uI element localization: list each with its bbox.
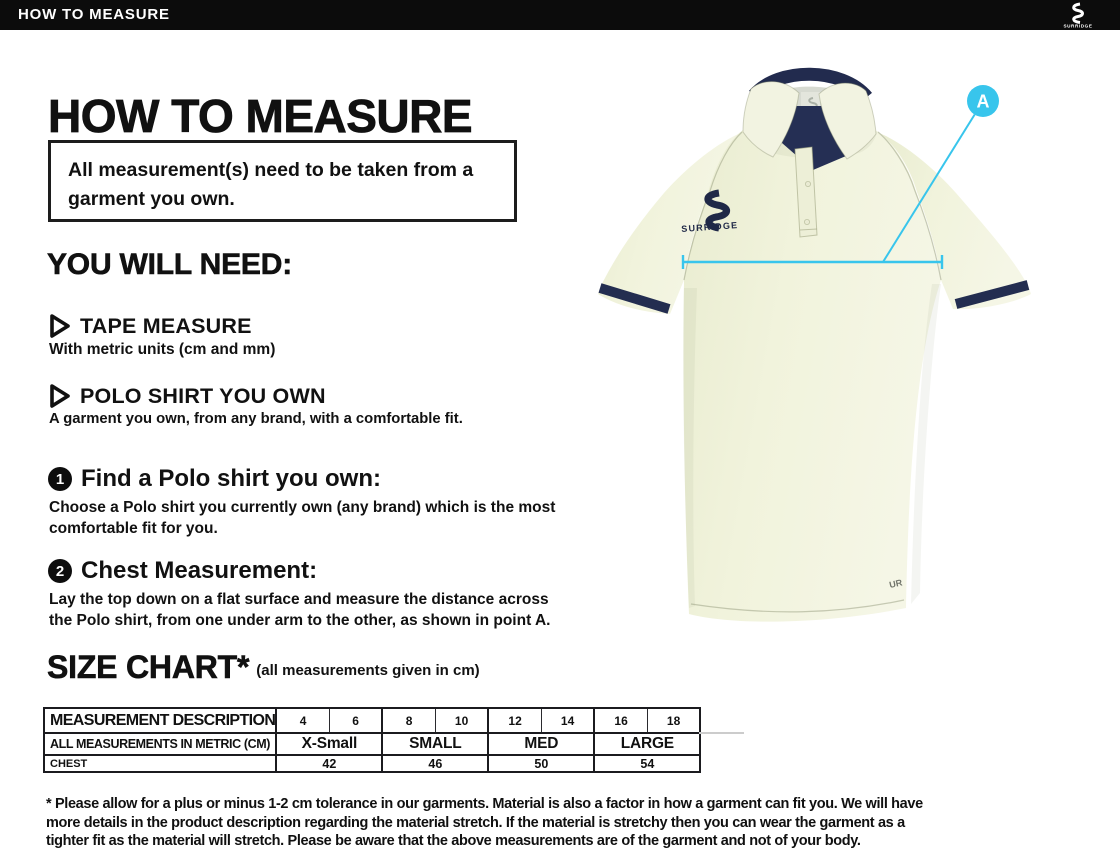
step-2-number-badge: 2 (48, 559, 72, 583)
triangle-bullet-icon (50, 384, 70, 408)
logo-wordmark: SURRIDGE (681, 220, 739, 234)
right-cuff-trim (954, 280, 1030, 309)
chest-value-cell: 54 (593, 754, 701, 773)
size-cell: 14 (540, 707, 595, 734)
size-group-cell: MED (487, 732, 595, 756)
chest-value-cell: 50 (487, 754, 595, 773)
logo-squiggle (1072, 2, 1084, 24)
size-group-cell: LARGE (593, 732, 701, 756)
hem-print-text: UR (888, 577, 903, 590)
notice-box: All measurement(s) need to be taken from… (48, 140, 517, 222)
raglan-seams (683, 131, 942, 613)
chest-value-cell: 46 (381, 754, 489, 773)
step-1-title-row: 1 Find a Polo shirt you own: (48, 465, 381, 493)
row-header-metric: ALL MEASUREMENTS IN METRIC (CM) (43, 732, 278, 756)
triangle-bullet-icon (50, 314, 70, 338)
row-header-chest: CHEST (43, 754, 278, 773)
surridge-logo-icon: SURRIDGE (1063, 2, 1092, 29)
shirt-chest-logo: SURRIDGE (681, 189, 739, 234)
need-item-label: POLO SHIRT YOU OWN (80, 383, 326, 408)
pointer-line (882, 114, 976, 263)
step-1-number-badge: 1 (48, 467, 72, 491)
size-cell: 16 (593, 707, 648, 734)
banner-title: HOW TO MEASURE (18, 6, 170, 23)
step-2-title: Chest Measurement: (81, 557, 318, 584)
shirt-torso (683, 122, 941, 622)
shirt-collar (742, 67, 877, 170)
left-cuff-trim (598, 283, 671, 314)
size-chart-table: MEASUREMENT DESCRIPTION 4 6 8 10 12 14 1… (43, 707, 702, 773)
you-will-need-heading: YOU WILL NEED: (47, 248, 293, 281)
size-cell: 8 (381, 707, 436, 734)
need-item-description: A garment you own, from any brand, with … (49, 411, 463, 427)
chest-measurement-annotation: A (681, 85, 999, 269)
table-row-sizes: MEASUREMENT DESCRIPTION 4 6 8 10 12 14 1… (43, 707, 701, 734)
logo-wordmark: SURRIDGE (1063, 24, 1092, 29)
placket-button (804, 180, 811, 187)
need-item-tape-measure: TAPE MEASURE (48, 313, 252, 339)
point-a-marker (967, 85, 999, 117)
need-item-description: With metric units (cm and mm) (49, 341, 276, 358)
size-group-cell: SMALL (381, 732, 489, 756)
need-item-polo-shirt: POLO SHIRT YOU OWN (48, 383, 326, 409)
size-cell: 12 (487, 707, 542, 734)
size-chart-heading-row: SIZE CHART* (all measurements given in c… (47, 649, 480, 685)
step-2-description: Lay the top down on a flat surface and m… (49, 591, 551, 629)
size-cell: 10 (434, 707, 489, 734)
shirt-placket (794, 146, 818, 238)
col-header-measurement-description: MEASUREMENT DESCRIPTION (43, 707, 278, 734)
shirt-sleeves (598, 132, 1031, 314)
placket-button (803, 218, 810, 225)
polo-shirt-figure: SURRIDGE UR A (598, 67, 1031, 622)
need-item-label: TAPE MEASURE (80, 313, 252, 338)
table-row-size-groups: ALL MEASUREMENTS IN METRIC (CM) X-Small … (43, 732, 701, 756)
size-group-cell: X-Small (275, 732, 383, 756)
step-1-title: Find a Polo shirt you own: (81, 465, 381, 492)
size-chart-heading: SIZE CHART* (47, 649, 250, 685)
size-chart-subheading: (all measurements given in cm) (256, 662, 480, 679)
table-tail-rule (699, 732, 744, 734)
step-1-description: Choose a Polo shirt you currently own (a… (49, 499, 556, 537)
table-row-chest: CHEST 42 46 50 54 (43, 754, 701, 773)
logo-squiggle (704, 189, 731, 232)
size-cell: 18 (646, 707, 701, 734)
notice-text: All measurement(s) need to be taken from… (68, 159, 474, 210)
point-a-label: A (977, 92, 990, 112)
page-title: HOW TO MEASURE (48, 89, 473, 142)
chest-value-cell: 42 (275, 754, 383, 773)
size-cell: 4 (275, 707, 330, 734)
top-banner: HOW TO MEASURE SURRIDGE (0, 0, 1120, 30)
step-2-title-row: 2 Chest Measurement: (48, 557, 317, 585)
size-cell: 6 (328, 707, 383, 734)
tolerance-footnote: * Please allow for a plus or minus 1-2 c… (46, 796, 923, 850)
